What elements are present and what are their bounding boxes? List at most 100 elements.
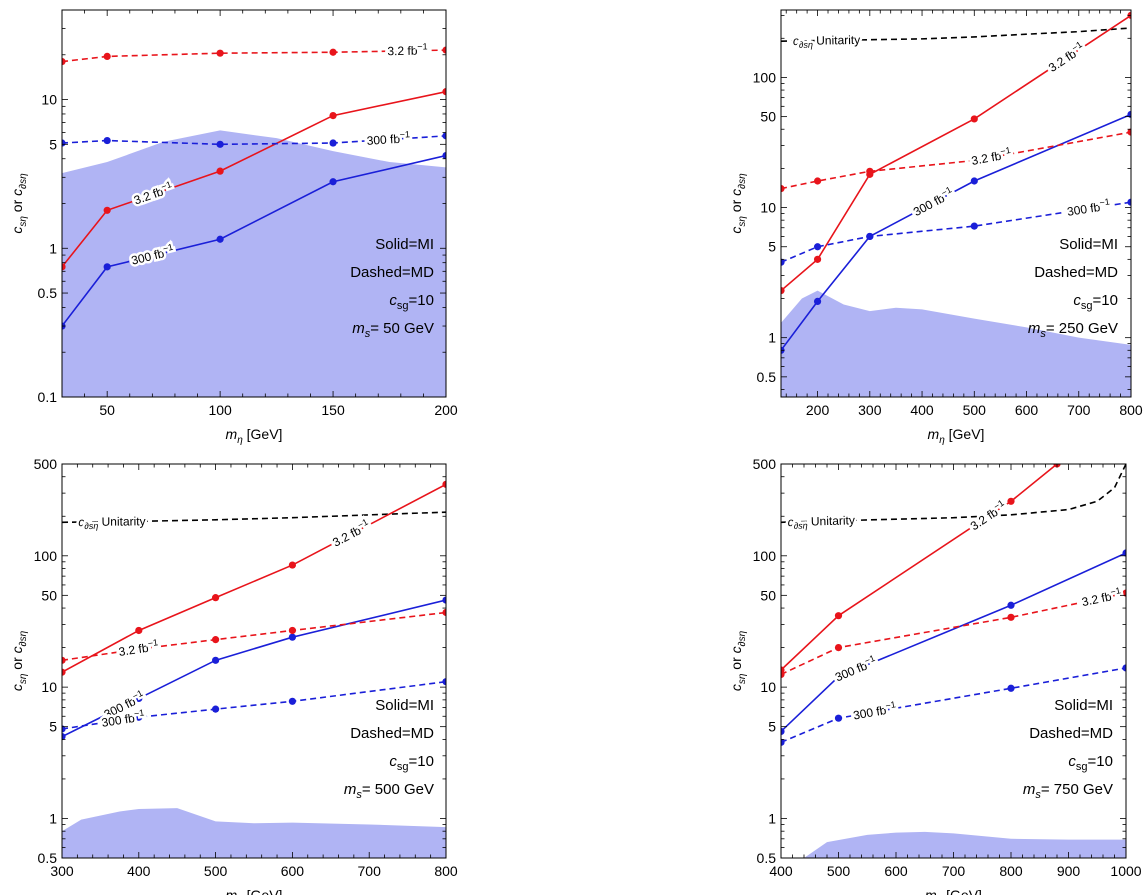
x-tick-label: 200: [434, 402, 458, 418]
series-line-red-dashed: [781, 131, 1131, 190]
data-point: [329, 111, 337, 120]
data-point: [781, 727, 785, 736]
x-tick-label: 400: [127, 863, 151, 879]
y-tick-label: 0.1: [38, 389, 58, 405]
x-tick-label: 1000: [1110, 863, 1141, 879]
data-point: [135, 713, 143, 721]
x-tick-label: 700: [942, 863, 966, 879]
y-tick-label: 0.5: [757, 369, 777, 385]
y-axis-label: csη or c∂sη: [728, 173, 748, 234]
data-point: [62, 656, 66, 664]
legend-line: Dashed=MD: [1034, 264, 1118, 281]
legend-line: Solid=MI: [1054, 697, 1113, 714]
data-point: [62, 668, 66, 676]
data-point: [442, 678, 446, 686]
series-label-red-dashed: 3.2 fb−1: [115, 635, 161, 662]
data-point: [288, 697, 296, 705]
legend-coupling: csg=10: [389, 292, 434, 312]
data-point: [834, 643, 843, 652]
y-axis-label: csη or c∂sη: [728, 630, 748, 691]
y-tick-label: 10: [760, 679, 776, 695]
legend-line: Dashed=MD: [350, 264, 434, 281]
svg-text:c∂sη Unitarity: c∂sη Unitarity: [793, 33, 861, 50]
data-point: [62, 139, 66, 147]
svg-text:300 fb−1: 300 fb−1: [832, 653, 878, 684]
data-point: [813, 297, 822, 306]
series-label-blue-dashed: 300 fb−1: [1064, 194, 1113, 221]
y-tick-label: 500: [753, 456, 777, 472]
unitarity-label: c∂sη Unitarity: [790, 30, 863, 52]
x-tick-label: 400: [910, 402, 934, 418]
plot-frame: [61, 463, 447, 859]
x-tick-label: 150: [321, 402, 345, 418]
series-line-red-dashed: [781, 592, 1126, 676]
data-point: [1007, 497, 1015, 505]
x-tick-label: 50: [99, 402, 115, 418]
data-point: [288, 626, 296, 635]
data-point: [970, 156, 978, 165]
svg-text:300 fb−1: 300 fb−1: [910, 184, 956, 219]
x-tick-label: 100: [208, 402, 232, 418]
x-tick-label: 800: [999, 863, 1023, 879]
data-point: [62, 733, 66, 741]
data-point: [1127, 110, 1131, 119]
unitarity-line: [62, 511, 446, 524]
y-tick-label: 0.5: [38, 285, 58, 301]
data-point: [866, 167, 874, 175]
excluded-region: [62, 130, 446, 397]
data-point: [216, 235, 224, 243]
data-point: [813, 243, 822, 251]
x-tick-label: 500: [827, 863, 851, 879]
x-tick-label: 400: [769, 863, 793, 879]
data-point: [1122, 549, 1126, 557]
svg-text:3.2 fb−1: 3.2 fb−1: [329, 517, 372, 550]
data-point: [135, 694, 143, 703]
x-axis-label: mη [GeV]: [226, 887, 283, 895]
x-tick-label: 600: [1015, 402, 1039, 418]
x-axis-label: mη [GeV]: [928, 426, 985, 446]
data-point: [103, 206, 111, 214]
svg-text:300 fb−1: 300 fb−1: [366, 129, 411, 148]
y-tick-label: 100: [753, 548, 777, 564]
svg-text:3.2 fb−1: 3.2 fb−1: [117, 637, 159, 659]
y-tick-label: 5: [49, 136, 57, 152]
series-label-blue-solid: 300 fb−1: [908, 182, 956, 222]
data-point: [970, 177, 978, 185]
legend-mass: ms= 500 GeV: [344, 781, 434, 801]
x-tick-label: 700: [1067, 402, 1091, 418]
series-line-blue-solid: [781, 552, 1126, 733]
series-line-blue-dashed: [62, 135, 446, 146]
data-point: [1007, 684, 1015, 692]
data-point: [442, 480, 446, 488]
unitarity-line: [781, 27, 1131, 42]
x-tick-label: 500: [963, 402, 987, 418]
data-point: [834, 612, 843, 620]
legend-line: Dashed=MD: [350, 725, 434, 742]
y-tick-label: 50: [760, 109, 776, 125]
svg-text:3.2 fb−1: 3.2 fb−1: [1080, 585, 1123, 609]
legend-mass: ms= 50 GeV: [352, 320, 434, 340]
legend-coupling: csg=10: [1068, 753, 1113, 773]
x-tick-label: 300: [50, 863, 74, 879]
data-point: [329, 178, 337, 186]
series-label-blue-dashed: 300 fb−1: [98, 705, 147, 732]
legend-line: Dashed=MD: [1029, 725, 1113, 742]
y-tick-label: 5: [49, 719, 57, 735]
data-point: [212, 636, 220, 644]
unitarity-line: [781, 464, 1126, 524]
series-label-blue-dashed: 300 fb−1: [364, 127, 413, 151]
legend-mass: ms= 250 GeV: [1028, 320, 1118, 340]
data-point: [288, 633, 296, 641]
x-tick-label: 300: [858, 402, 882, 418]
data-point: [1007, 613, 1015, 621]
series-label-red-dashed: 3.2 fb−1: [385, 39, 430, 61]
plot-frame: [780, 9, 1132, 398]
data-point: [781, 184, 785, 193]
y-tick-label: 50: [760, 587, 776, 603]
y-tick-label: 10: [41, 92, 57, 108]
x-tick-label: 200: [806, 402, 830, 418]
y-tick-label: 5: [768, 719, 776, 735]
